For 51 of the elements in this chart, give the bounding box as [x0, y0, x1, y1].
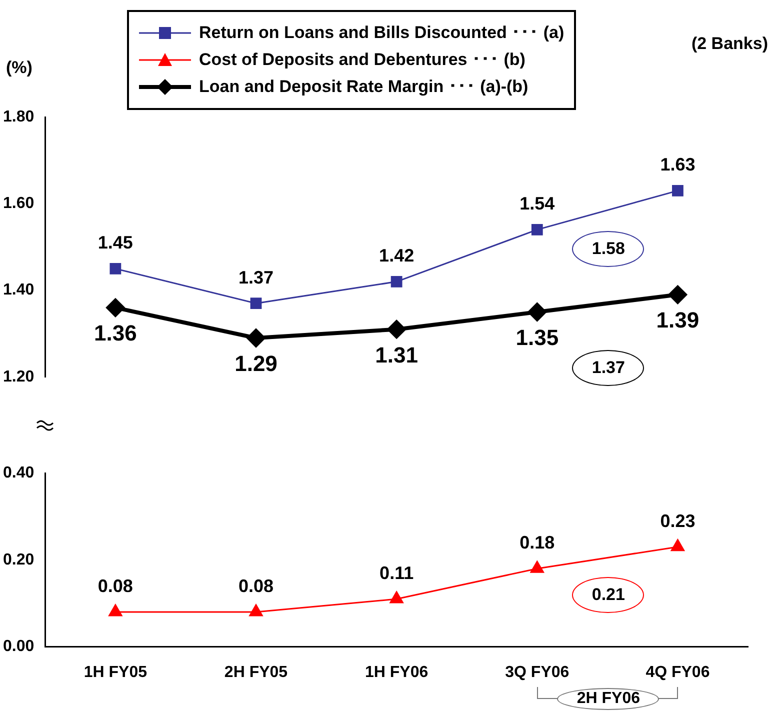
y-tick-label: 1.40: [3, 282, 34, 299]
data-label: 1.45: [98, 232, 133, 253]
data-label: 0.18: [520, 532, 555, 553]
point: [670, 539, 685, 552]
point: [672, 184, 684, 196]
point: [531, 224, 543, 236]
data-label: 0.23: [660, 510, 696, 531]
data-label: 1.39: [656, 308, 700, 333]
data-label: 1.35: [516, 325, 559, 350]
x-tick-label: 4Q FY06: [646, 664, 710, 681]
point: [250, 298, 262, 310]
annotation: 1.58: [572, 231, 644, 267]
x-tick-label: 2H FY05: [224, 664, 288, 681]
data-label: 0.08: [98, 576, 133, 596]
y-tick-label: 0.00: [3, 638, 34, 656]
point: [528, 303, 546, 321]
data-label: 0.08: [238, 576, 274, 596]
data-label: 0.11: [380, 562, 414, 583]
point: [390, 276, 402, 288]
y-tick-label: 1.80: [3, 108, 34, 126]
text: 2H FY06: [557, 688, 660, 710]
point: [247, 329, 265, 347]
data-label: 1.29: [234, 351, 278, 376]
point: [388, 320, 406, 338]
x-tick-label: 1H FY05: [84, 664, 148, 681]
y-tick-label: 1.60: [3, 195, 34, 212]
annotation: 1.37: [572, 350, 644, 386]
text: (%): [6, 58, 32, 78]
legend-label: Return on Loans and Bills Discounted ･･･ (a): [199, 23, 564, 43]
point: [530, 560, 544, 573]
y-tick-label: 1.20: [3, 368, 34, 386]
y-tick-label: 0.40: [3, 464, 34, 482]
text: (2 Banks): [691, 34, 768, 54]
point: [668, 286, 687, 304]
point: [390, 591, 404, 604]
data-label: 1.31: [375, 342, 418, 368]
annotation: 0.21: [572, 577, 644, 613]
point: [106, 298, 124, 317]
point: [249, 604, 263, 616]
data-label: 1.63: [660, 154, 696, 175]
data-label: 1.37: [238, 267, 274, 288]
legend-label: Cost of Deposits and Debentures ･･･ (b): [199, 50, 526, 70]
x-tick-label: 3Q FY06: [505, 664, 570, 681]
y-tick-label: 0.20: [3, 551, 34, 568]
data-label: 1.54: [520, 194, 555, 214]
data-label: 1.42: [379, 246, 414, 266]
x-tick-label: 1H FY06: [365, 664, 428, 681]
data-label: 1.36: [94, 320, 137, 346]
legend-label: Loan and Deposit Rate Margin ･･･ (a)-(b): [199, 77, 528, 97]
point: [110, 262, 122, 274]
point: [108, 604, 122, 616]
